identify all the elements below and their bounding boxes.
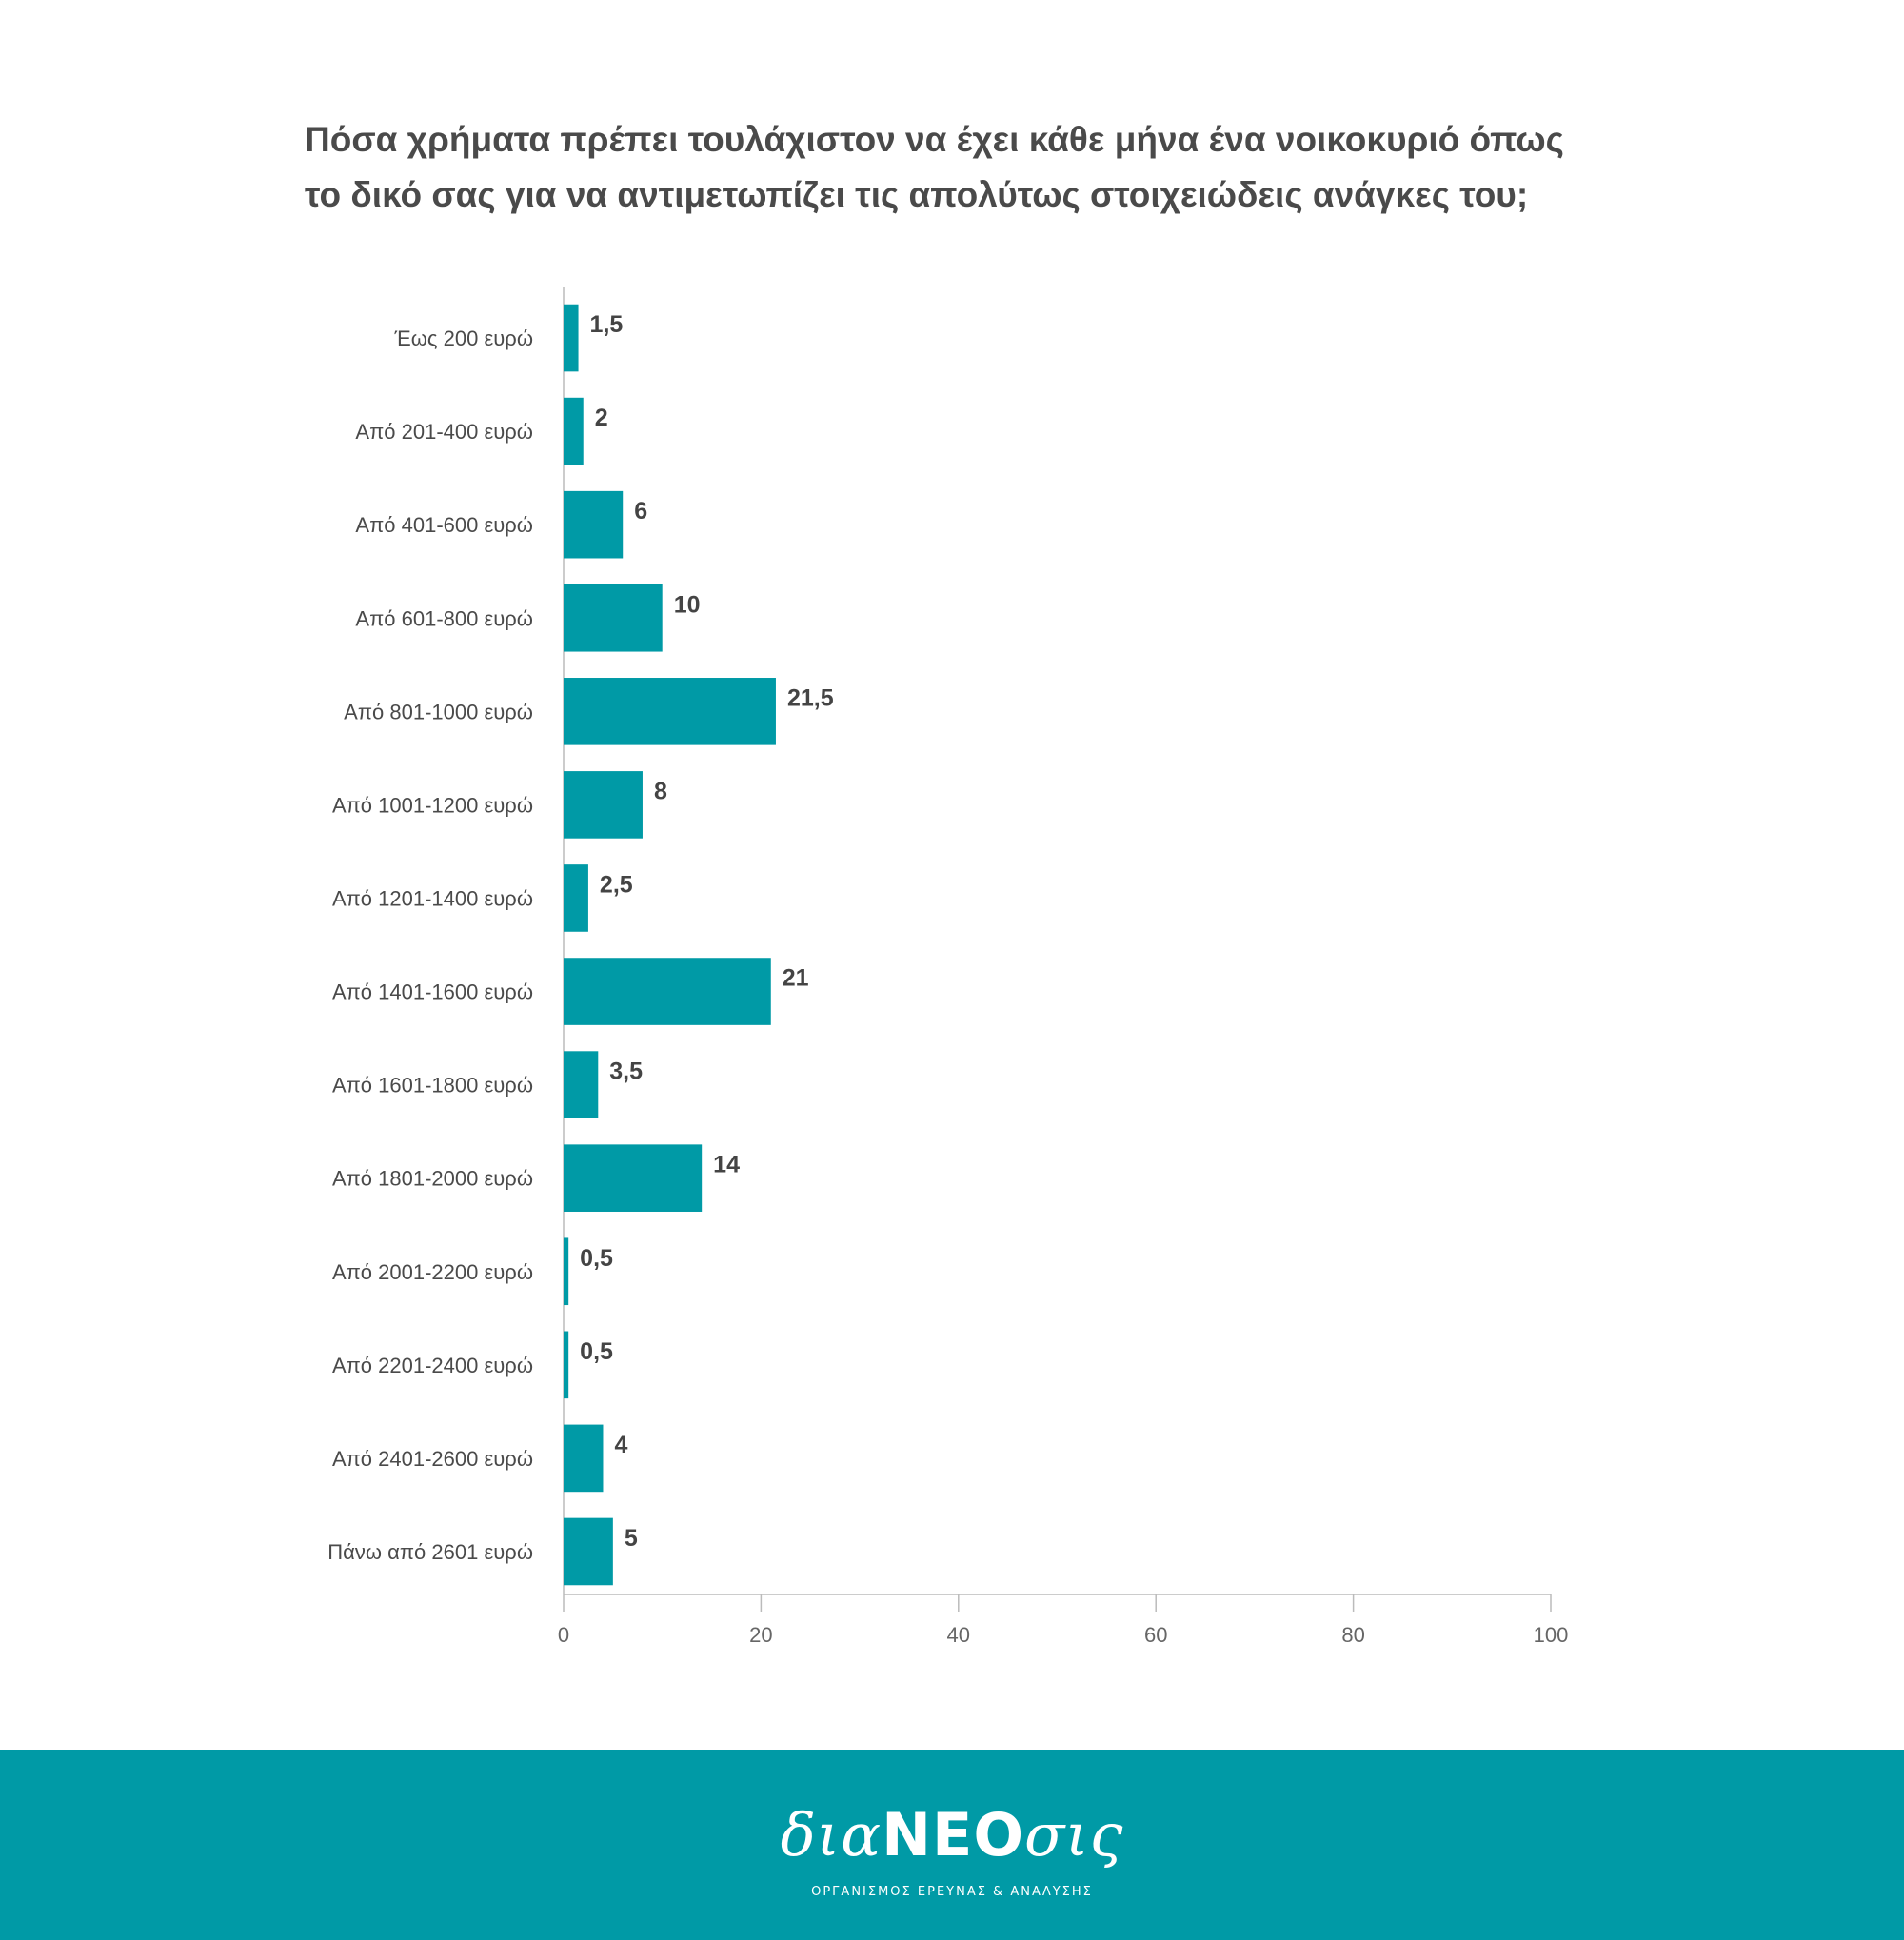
category-label-1: Από 201-400 ευρώ <box>355 420 533 444</box>
bar-5 <box>564 771 643 839</box>
x-tick-label-80: 80 <box>1341 1623 1364 1647</box>
category-label-7: Από 1401-1600 ευρώ <box>332 980 533 1004</box>
value-label-4: 21,5 <box>787 684 834 711</box>
dianeosis-logo: διαΝΕΟσις <box>0 1802 1904 1869</box>
category-label-3: Από 601-800 ευρώ <box>355 606 533 630</box>
value-label-5: 8 <box>654 778 667 804</box>
bar-2 <box>564 490 624 559</box>
category-label-2: Από 401-600 ευρώ <box>355 513 533 537</box>
value-label-6: 2,5 <box>600 871 633 898</box>
bar-8 <box>564 1051 599 1118</box>
category-label-4: Από 801-1000 ευρώ <box>344 700 533 723</box>
chart-title: Πόσα χρήματα πρέπει τουλάχιστον να έχει … <box>305 112 1637 223</box>
bar-chart: 0 20 40 60 80 100 Έως 200 ευρώ 1,5 Από 201-400 ε… <box>327 287 1569 1647</box>
category-label-0: Έως 200 ευρώ <box>394 327 534 350</box>
logo-caps: ΝΕΟ <box>882 1800 1025 1870</box>
chart-title-line-1: Πόσα χρήματα πρέπει τουλάχιστον να έχει … <box>305 120 1564 159</box>
logo-prefix: δια <box>780 1800 883 1870</box>
bar-11 <box>564 1331 569 1399</box>
value-label-3: 10 <box>674 591 701 618</box>
bar-13 <box>564 1517 613 1586</box>
category-label-5: Από 1001-1200 ευρώ <box>332 793 533 817</box>
x-tick-label-0: 0 <box>558 1623 569 1647</box>
value-label-2: 6 <box>634 498 647 525</box>
category-label-9: Από 1801-2000 ευρώ <box>332 1167 533 1191</box>
category-label-13: Πάνω από 2601 ευρώ <box>327 1540 533 1564</box>
bar-10 <box>564 1237 569 1306</box>
bar-0 <box>564 304 579 372</box>
x-tick-label-40: 40 <box>947 1623 970 1647</box>
logo-suffix: σις <box>1024 1800 1124 1870</box>
category-label-11: Από 2201-2400 ευρώ <box>332 1354 533 1377</box>
value-label-10: 0,5 <box>580 1245 613 1272</box>
value-label-8: 3,5 <box>609 1059 643 1085</box>
bar-1 <box>564 397 584 465</box>
x-tick-label-20: 20 <box>749 1623 772 1647</box>
category-label-6: Από 1201-1400 ευρώ <box>332 886 533 910</box>
bar-6 <box>564 864 588 932</box>
chart-title-line-2: το δικό σας για να αντιμετωπίζει τις απο… <box>305 175 1529 214</box>
category-label-10: Από 2001-2200 ευρώ <box>332 1260 533 1284</box>
category-label-8: Από 1601-1800 ευρώ <box>332 1074 533 1098</box>
logo-tagline: ΟΡΓΑΝΙΣΜΟΣ ΕΡΕΥΝΑΣ & ΑΝΑΛΥΣΗΣ <box>811 1885 1093 1899</box>
value-label-0: 1,5 <box>590 311 624 338</box>
bar-12 <box>564 1424 604 1493</box>
bar-7 <box>564 958 771 1025</box>
value-label-12: 4 <box>614 1432 627 1458</box>
footer-banner: διαΝΕΟσις ΟΡΓΑΝΙΣΜΟΣ ΕΡΕΥΝΑΣ & ΑΝΑΛΥΣΗΣ <box>0 1750 1904 1940</box>
category-label-12: Από 2401-2600 ευρώ <box>332 1447 533 1471</box>
value-label-13: 5 <box>625 1525 638 1552</box>
value-label-7: 21 <box>783 965 809 992</box>
x-tick-label-60: 60 <box>1144 1623 1167 1647</box>
value-label-11: 0,5 <box>580 1338 613 1365</box>
bar-4 <box>564 678 776 745</box>
value-label-1: 2 <box>595 405 608 431</box>
value-label-9: 14 <box>713 1152 740 1178</box>
x-tick-label-100: 100 <box>1534 1623 1569 1647</box>
bar-3 <box>564 584 663 652</box>
bar-9 <box>564 1144 703 1212</box>
